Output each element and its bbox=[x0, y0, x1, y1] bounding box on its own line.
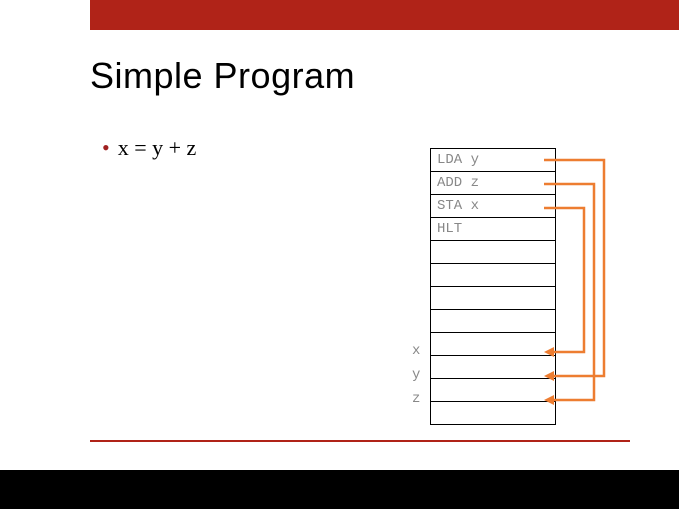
memory-cell: ADD z bbox=[431, 172, 556, 195]
page-title: Simple Program bbox=[90, 55, 355, 97]
bullet-expression: x = y + z bbox=[102, 135, 196, 161]
memory-cell bbox=[431, 356, 556, 379]
var-label-x: x bbox=[412, 343, 420, 359]
accent-bar bbox=[90, 0, 679, 30]
memory-cell: LDA y bbox=[431, 149, 556, 172]
memory-cell bbox=[431, 333, 556, 356]
slide: Simple Program x = y + z LDA yADD zSTA x… bbox=[0, 0, 679, 470]
memory-cell: HLT bbox=[431, 218, 556, 241]
memory-cell bbox=[431, 241, 556, 264]
memory-cell bbox=[431, 310, 556, 333]
bottom-rule bbox=[90, 440, 630, 442]
memory-cell bbox=[431, 402, 556, 425]
var-label-z: z bbox=[412, 391, 420, 407]
memory-table: LDA yADD zSTA xHLT bbox=[430, 148, 556, 425]
var-label-y: y bbox=[412, 367, 420, 383]
memory-cell bbox=[431, 264, 556, 287]
memory-cell bbox=[431, 379, 556, 402]
memory-cell bbox=[431, 287, 556, 310]
memory-cell: STA x bbox=[431, 195, 556, 218]
